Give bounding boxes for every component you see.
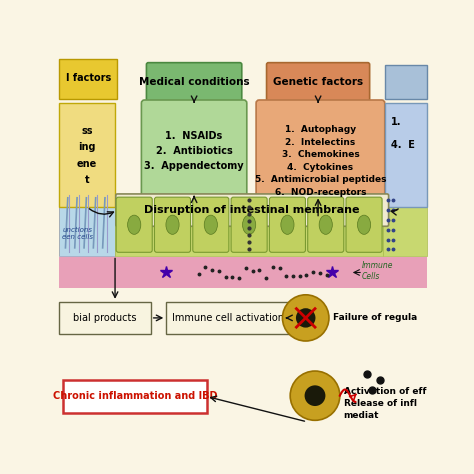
FancyBboxPatch shape: [141, 100, 247, 202]
Ellipse shape: [243, 215, 255, 234]
Circle shape: [305, 385, 326, 406]
Ellipse shape: [166, 215, 179, 234]
Text: Failure of regula: Failure of regula: [333, 313, 417, 322]
Bar: [59, 288, 427, 422]
Text: Chronic inflammation and IBD: Chronic inflammation and IBD: [53, 392, 217, 401]
Text: Activation of eff
Release of infl
mediat: Activation of eff Release of infl mediat: [344, 387, 426, 419]
Text: Disruption of intestinal membrane: Disruption of intestinal membrane: [145, 205, 360, 215]
Ellipse shape: [357, 215, 371, 234]
Text: unctions
een cells: unctions een cells: [63, 228, 93, 240]
Text: 1.  NSAIDs
2.  Antibiotics
3.  Appendectomy: 1. NSAIDs 2. Antibiotics 3. Appendectomy: [144, 131, 244, 171]
Ellipse shape: [128, 215, 141, 234]
FancyBboxPatch shape: [155, 197, 191, 252]
Bar: [59, 194, 427, 255]
Text: l factors: l factors: [66, 73, 111, 83]
Bar: [59, 257, 427, 288]
Text: Immune
Cells: Immune Cells: [362, 261, 393, 281]
Text: 1.  Autophagy
2.  Intelectins
3.  Chemokines
4.  Cytokines
5.  Antimicrobial pep: 1. Autophagy 2. Intelectins 3. Chemokine…: [255, 125, 386, 197]
Bar: [59, 103, 115, 207]
Bar: [59, 302, 151, 334]
FancyBboxPatch shape: [116, 197, 152, 252]
Text: Medical conditions: Medical conditions: [139, 76, 249, 87]
FancyBboxPatch shape: [346, 197, 382, 252]
Text: ss
ing
ene
t: ss ing ene t: [77, 126, 97, 185]
Ellipse shape: [319, 215, 332, 234]
Bar: [383, 194, 427, 255]
Text: bial products: bial products: [73, 313, 137, 323]
Bar: [59, 194, 115, 255]
Ellipse shape: [281, 215, 294, 234]
Bar: [63, 380, 207, 413]
Text: Immune cell activation: Immune cell activation: [172, 313, 284, 323]
Ellipse shape: [204, 215, 218, 234]
FancyBboxPatch shape: [116, 194, 389, 226]
Circle shape: [283, 295, 329, 341]
FancyBboxPatch shape: [269, 197, 305, 252]
Bar: [166, 302, 290, 334]
Text: 1.

4.  E: 1. 4. E: [391, 117, 415, 150]
FancyBboxPatch shape: [146, 63, 242, 101]
Circle shape: [296, 308, 316, 328]
FancyBboxPatch shape: [256, 100, 385, 222]
Bar: [59, 59, 118, 99]
Bar: [115, 194, 383, 255]
FancyBboxPatch shape: [193, 197, 229, 252]
FancyBboxPatch shape: [231, 197, 267, 252]
Bar: [385, 103, 427, 207]
Text: Genetic factors: Genetic factors: [273, 76, 363, 87]
Circle shape: [290, 371, 340, 420]
FancyBboxPatch shape: [266, 63, 370, 101]
Bar: [385, 64, 427, 99]
FancyBboxPatch shape: [308, 197, 344, 252]
